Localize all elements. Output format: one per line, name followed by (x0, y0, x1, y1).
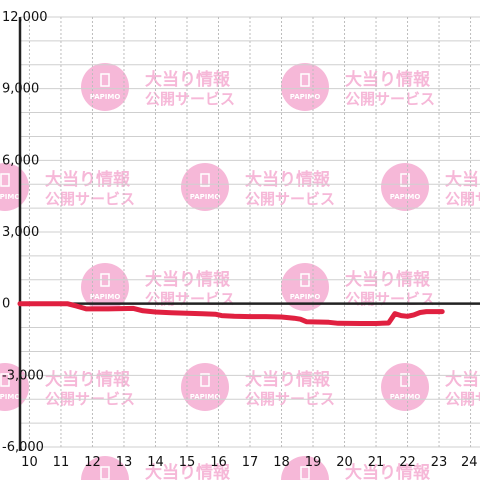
watermark-logo-text: PAPIMO (0, 393, 20, 401)
watermark-logo-icon (181, 163, 229, 211)
watermark-line2: 公開サービス (445, 190, 480, 208)
watermark-logo-icon (0, 163, 29, 211)
watermark-line2: 公開サービス (145, 290, 235, 308)
x-tick-label: 24 (461, 455, 478, 470)
watermark-line1: 大当り情報 (45, 169, 131, 190)
y-tick-label: -6,000 (2, 440, 44, 455)
watermark-line2: 公開サービス (45, 190, 135, 208)
watermark-phone-icon (100, 73, 110, 87)
watermark-phone-icon (300, 466, 310, 480)
watermark-logo-icon (281, 456, 329, 480)
series-line (17, 301, 445, 326)
watermark-logo-icon (381, 163, 429, 211)
watermark-line1: 大当り情報 (445, 369, 480, 390)
watermark-logo-text: PAPIMO (390, 193, 421, 201)
watermark-line1: 大当り情報 (345, 462, 431, 480)
watermark-line1: 大当り情報 (245, 369, 331, 390)
y-tick-label: -3,000 (2, 368, 44, 383)
watermark-line1: 大当り情報 (445, 169, 480, 190)
watermark-phone-icon (200, 173, 210, 187)
x-tick-label: 20 (336, 455, 353, 470)
watermark-logo-text: PAPIMO (390, 393, 421, 401)
y-tick-label: 12,000 (2, 10, 48, 25)
watermark-logo-text: PAPIMO (190, 193, 221, 201)
watermark-line1: 大当り情報 (145, 462, 231, 480)
watermark-phone-icon (300, 73, 310, 87)
watermark-line1: 大当り情報 (145, 69, 231, 90)
watermark-logo-icon (181, 363, 229, 411)
x-tick-label: 16 (210, 455, 227, 470)
watermark-line1: 大当り情報 (245, 169, 331, 190)
x-tick-label: 15 (179, 455, 196, 470)
watermark-phone-icon (400, 173, 410, 187)
y-tick-label: 6,000 (2, 153, 39, 168)
watermark-phone-icon (400, 373, 410, 387)
x-tick-label: 21 (368, 455, 385, 470)
watermark-logo-icon (81, 456, 129, 480)
watermark-logo-text: PAPIMO (290, 93, 321, 101)
y-tick-label: 0 (2, 297, 10, 312)
watermark-logo-icon (381, 363, 429, 411)
watermark-line2: 公開サービス (145, 90, 235, 108)
watermark-line2: 公開サービス (245, 190, 335, 208)
watermark-line1: 大当り情報 (345, 69, 431, 90)
x-tick-label: 17 (242, 455, 259, 470)
watermark-logo-icon (81, 263, 129, 311)
watermark-logo-text: PAPIMO (90, 293, 121, 301)
watermark-logo-text: PAPIMO (90, 93, 121, 101)
grid-lines (20, 16, 480, 448)
x-tick-label: 14 (147, 455, 164, 470)
x-tick-label: 12 (84, 455, 101, 470)
x-tick-label: 18 (273, 455, 290, 470)
watermark-phone-icon (200, 373, 210, 387)
series-layer (17, 301, 445, 326)
x-tick-label: 23 (431, 455, 448, 470)
watermark-phone-icon (0, 373, 10, 387)
x-tick-label: 10 (21, 455, 38, 470)
watermark-line2: 公開サービス (345, 290, 435, 308)
x-tick-label: 13 (116, 455, 133, 470)
x-tick-label: 19 (305, 455, 322, 470)
axes (18, 17, 480, 451)
watermark-logo-text: PAPIMO (190, 393, 221, 401)
watermark-logo-icon (281, 63, 329, 111)
watermark-phone-icon (0, 173, 10, 187)
watermark-logo-icon (81, 63, 129, 111)
watermark-line1: 大当り情報 (45, 369, 131, 390)
y-tick-label: 3,000 (2, 225, 39, 240)
watermark-logo-text: PAPIMO (0, 193, 20, 201)
watermark-line2: 公開サービス (345, 90, 435, 108)
watermark-layer: PAPIMO大当り情報公開サービスPAPIMO大当り情報公開サービスPAPIMO… (0, 63, 480, 480)
watermark-logo-text: PAPIMO (290, 293, 321, 301)
watermark-phone-icon (100, 466, 110, 480)
y-tick-label: 9,000 (2, 82, 39, 97)
x-tick-label: 11 (53, 455, 70, 470)
watermark-logo-icon (281, 263, 329, 311)
x-tick-label: 22 (399, 455, 416, 470)
